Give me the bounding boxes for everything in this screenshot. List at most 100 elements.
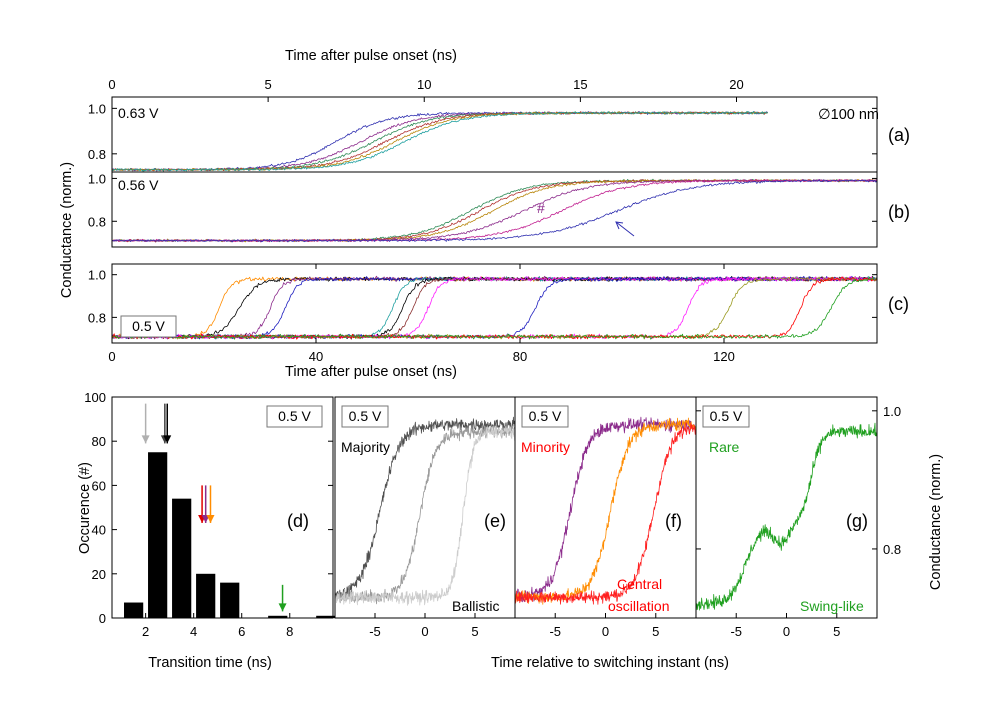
panel-c-series-line (112, 276, 877, 340)
panel-g-series-line (696, 422, 877, 611)
panel-b-series-line (112, 178, 877, 243)
panel-b-series-line (112, 178, 877, 243)
panel-e-series-line (335, 424, 515, 605)
transition-arrow (278, 584, 287, 612)
panel-g-xtick-label: 5 (833, 624, 840, 639)
panel-f-annotation: oscillation (608, 598, 669, 614)
panel-b-voltage: 0.56 V (118, 177, 159, 193)
panel-e-voltage: 0.5 V (349, 408, 382, 424)
panel-f-series-line (515, 417, 696, 605)
panel-c-series-line (112, 275, 877, 340)
panel-e-xtick-label: 5 (471, 624, 478, 639)
panel-c-xtick-label: 120 (713, 349, 735, 364)
panel-g-voltage: 0.5 V (710, 408, 743, 424)
histogram-bar (220, 582, 240, 618)
histogram-bar (196, 573, 216, 618)
panel-f-label: (f) (665, 511, 682, 531)
panel-b-traces (112, 178, 877, 243)
panel-f-voltage: 0.5 V (529, 408, 562, 424)
right-ylabel: Conductance (norm.) (928, 454, 944, 590)
panel-c-series-line (112, 275, 877, 340)
panel-c-traces (112, 275, 877, 340)
panel-a-xtick-label: 10 (417, 77, 431, 92)
panel-c-xtick-label: 40 (309, 349, 323, 364)
panel-b-series-line (112, 178, 877, 243)
panel-c-series-line (112, 275, 877, 340)
panel-c-series-line (112, 276, 877, 340)
panel-a-ytick-label: 1.0 (88, 101, 106, 116)
panel-g-voltage-box (702, 405, 750, 428)
panel-d-voltage: 0.5 V (278, 408, 311, 424)
panel-d-xtick-label: 8 (286, 624, 293, 639)
panel-b-ytick-label: 0.8 (88, 214, 106, 229)
hash-marker: # (537, 200, 545, 216)
diameter-label: ∅100 nm (818, 107, 879, 123)
panel-g-label: (g) (846, 511, 868, 531)
panel-a-ytick-label: 0.8 (88, 147, 106, 162)
panel-b-label: (b) (888, 202, 910, 222)
panel-f-xtick-label: 5 (652, 624, 659, 639)
panel-c-voltage-box (120, 315, 177, 338)
panel-d-xtick-label: 2 (142, 624, 149, 639)
transition-arrow (141, 403, 150, 444)
panel-e-xtick-label: -5 (369, 624, 381, 639)
panel-a-series-line (112, 111, 768, 172)
panel-a-frame (111, 96, 878, 173)
panel-d-xtick-label: 6 (238, 624, 245, 639)
panel-c-series-line (112, 275, 877, 340)
panel-c-ytick-label: 0.8 (88, 310, 106, 325)
panel-b-series-line (112, 178, 877, 243)
panel-d-ytick-label: 0 (99, 611, 106, 626)
panel-c-ytick-label: 1.0 (88, 268, 106, 283)
panel-e-annotation: Ballistic (452, 598, 499, 614)
panel-g-annotation: Swing-like (800, 598, 864, 614)
histogram-bar (316, 615, 336, 618)
transition-arrow (163, 403, 172, 444)
panel-c-series-line (112, 275, 877, 340)
panel-e-voltage-box (341, 405, 389, 428)
panel-d-ytick-label: 20 (92, 567, 106, 582)
panel-e-label: (e) (484, 511, 506, 531)
panel-a-label: (a) (888, 125, 910, 145)
histogram-bar (148, 452, 168, 618)
panel-d-ytick-label: 40 (92, 523, 106, 538)
panel-a-series-line (112, 111, 768, 172)
panel-g-xtick-label: 0 (783, 624, 790, 639)
panel-a-xtick-label: 20 (729, 77, 743, 92)
bottom-axis-title-c: Time after pulse onset (ns) (285, 364, 457, 380)
panel-b-ytick-label: 1.0 (88, 171, 106, 186)
panel-a-series-line (112, 111, 768, 172)
highlight-arrow (615, 221, 635, 237)
panel-c-series-line (112, 276, 877, 340)
panel-d-xtick-label: 4 (190, 624, 197, 639)
panel-e-series-line (335, 425, 515, 606)
panel-f-annotation: Central (617, 576, 662, 592)
panel-a-series-line (112, 111, 768, 172)
panel-e-annotation: Majority (341, 439, 390, 455)
panel-d-ylabel: Occurence (#) (77, 462, 93, 554)
panel-g-traces (696, 422, 877, 611)
panel-f-traces (515, 416, 696, 605)
panel-e-series-line (335, 416, 515, 598)
histogram-bar (268, 615, 288, 618)
panel-a-xtick-label: 0 (108, 77, 115, 92)
panel-c-series-line (112, 275, 877, 340)
panel-c-series-line (112, 276, 877, 340)
panel-f-series-line (515, 422, 696, 605)
panel-c-xtick-label: 0 (108, 349, 115, 364)
panel-d-ytick-label: 100 (84, 390, 106, 405)
panel-g-ytick-label: 0.8 (883, 542, 901, 557)
panel-b-frame (111, 171, 878, 248)
panel-d-ytick-label: 60 (92, 478, 106, 493)
panel-d-ytick-label: 80 (92, 434, 106, 449)
panel-a-traces (112, 111, 768, 172)
panel-c-frame (111, 263, 878, 344)
panel-f-voltage-box (521, 405, 569, 428)
panel-b-series-line (112, 179, 877, 243)
panel-c-label: (c) (888, 294, 909, 314)
panel-f-annotation: Minority (521, 439, 570, 455)
histogram-bar (172, 498, 192, 618)
panel-f-xtick-label: -5 (549, 624, 561, 639)
bottom-axis-title-efg: Time relative to switching instant (ns) (491, 655, 729, 671)
